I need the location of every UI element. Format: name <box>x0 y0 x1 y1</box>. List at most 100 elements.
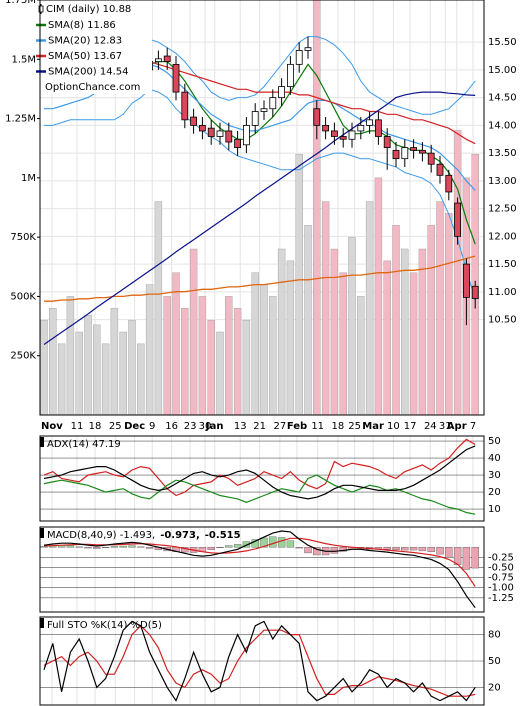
candle-body <box>454 202 462 237</box>
histogram-bar <box>119 545 127 548</box>
legend-swatch <box>38 5 44 13</box>
histogram-bar <box>427 547 435 552</box>
indicator-line <box>43 620 476 702</box>
histogram-bar <box>339 547 347 552</box>
x-tick-label: 9 <box>149 421 155 432</box>
histogram-bar <box>295 547 303 549</box>
candle-body <box>163 55 171 62</box>
volume-tick-label: 1.25M <box>5 114 36 125</box>
volume-bar <box>49 308 57 415</box>
volume-bar <box>145 284 154 415</box>
candle-body <box>260 108 268 112</box>
y-tick-label: 80 <box>488 630 501 641</box>
y-tick-label: -0.75 <box>488 573 514 584</box>
histogram-bar <box>286 540 295 548</box>
candle-body <box>313 108 321 126</box>
histogram-bar <box>260 537 268 548</box>
panel-title: -0.515 <box>205 530 241 541</box>
panel <box>40 0 484 415</box>
candle-body <box>234 138 242 148</box>
x-tick-label: 25 <box>109 421 122 432</box>
indicator-line <box>43 530 476 609</box>
candle-body <box>269 97 277 110</box>
volume-bar <box>313 0 321 415</box>
histogram-bar <box>277 537 286 548</box>
x-tick-label: Nov <box>41 421 63 432</box>
panel-frame <box>39 435 485 522</box>
volume-bar <box>321 201 330 415</box>
panel <box>40 436 484 521</box>
indicator-line <box>149 61 476 145</box>
legend-label: SMA(8) 11.86 <box>48 20 116 31</box>
panel <box>40 617 484 705</box>
histogram-bar <box>128 545 136 548</box>
histogram-bar <box>225 545 233 548</box>
y-tick-label: 11.50 <box>488 259 517 270</box>
panel-title: -0.973, <box>160 530 200 541</box>
x-tick-label: 27 <box>273 421 286 432</box>
histogram-bar <box>453 547 462 565</box>
y-tick-label: 20 <box>488 682 501 693</box>
volume-bar <box>409 272 418 415</box>
indicator-line <box>43 445 476 500</box>
panel <box>40 527 484 612</box>
volume-bar <box>365 201 374 415</box>
y-tick-label: 12.50 <box>488 204 517 215</box>
volume-tick-label: 250K <box>10 351 36 362</box>
y-tick-label: 30 <box>488 470 501 481</box>
x-tick-label: 18 <box>89 421 102 432</box>
histogram-bar <box>445 547 453 558</box>
volume-bar <box>392 225 400 415</box>
indicator-line <box>43 537 476 587</box>
histogram-bar <box>75 546 83 548</box>
candle-body <box>471 285 479 299</box>
x-tick-label: Feb <box>287 421 307 432</box>
volume-bar <box>295 153 303 415</box>
y-tick-label: 13.50 <box>488 148 517 159</box>
volume-tick-label: 1.5M <box>11 54 36 65</box>
volume-tick-label: 1M <box>21 173 36 184</box>
volume-bar <box>84 315 92 415</box>
volume-bar <box>198 296 207 415</box>
volume-bar <box>436 201 444 415</box>
x-tick-label: 11 <box>311 421 324 432</box>
y-tick-label: 40 <box>488 453 501 464</box>
histogram-bar <box>401 547 409 551</box>
volume-bar <box>172 272 180 415</box>
volume-bar <box>242 319 251 415</box>
volume-bar <box>304 225 312 415</box>
histogram-bar <box>110 546 119 548</box>
candle-body <box>410 147 418 151</box>
volume-bar <box>110 308 119 415</box>
histogram-bar <box>383 547 391 550</box>
legend-box <box>40 1 152 94</box>
volume-bar <box>216 331 224 415</box>
histogram-bar <box>207 547 215 550</box>
indicator-line <box>43 474 476 515</box>
histogram-bar <box>84 547 92 549</box>
volume-bar <box>418 248 427 415</box>
volume-bar <box>427 225 435 415</box>
x-tick-label: 11 <box>71 421 84 432</box>
candle-body <box>251 111 259 126</box>
histogram-bar <box>66 545 75 548</box>
x-tick-label: Mar <box>362 421 384 432</box>
candle-body <box>225 130 233 143</box>
candle-body <box>339 136 347 140</box>
histogram-bar <box>436 547 444 555</box>
y-tick-label: 13.00 <box>488 176 517 187</box>
volume-bar <box>445 213 453 415</box>
y-tick-label: 14.00 <box>488 120 517 131</box>
histogram-bar <box>471 547 479 569</box>
volume-bar <box>233 308 242 415</box>
volume-bar <box>101 343 110 415</box>
x-tick-label: Apr <box>447 421 467 432</box>
x-tick-label: 17 <box>404 421 417 432</box>
indicator-line <box>43 91 476 345</box>
histogram-bar <box>313 547 321 556</box>
volume-bar <box>225 296 233 415</box>
histogram-bar <box>418 547 427 552</box>
x-tick-label: 13 <box>234 421 247 432</box>
candle-body <box>357 124 365 132</box>
